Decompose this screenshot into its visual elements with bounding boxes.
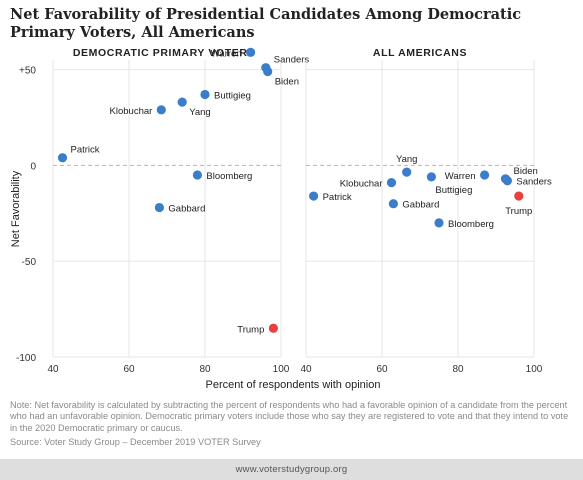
data-point-bloomberg [192,170,202,180]
x-tick-label: 40 [300,364,312,375]
x-tick-label: 80 [199,364,211,375]
data-point-patrick [309,191,319,201]
data-point-klobuchar [156,105,166,115]
data-label-buttigieg: Buttigieg [214,90,251,101]
data-point-yang [402,167,412,177]
y-tick-label: +50 [19,66,36,77]
data-point-sanders [502,176,512,186]
data-label-bloomberg: Bloomberg [206,171,252,182]
data-label-klobuchar: Klobuchar [110,106,153,117]
data-label-patrick: Patrick [71,145,100,156]
data-point-trump [268,323,278,333]
y-tick-label: -50 [22,257,37,268]
x-tick-label: 80 [452,364,464,375]
y-tick-label: 0 [30,161,36,172]
x-axis-label: Percent of respondents with opinion [206,379,381,391]
data-label-yang: Yang [189,107,210,118]
panel-title: DEMOCRATIC PRIMARY VOTERS [73,47,255,59]
data-point-yang [177,97,187,107]
x-tick-label: 100 [273,364,290,375]
scatter-chart: DEMOCRATIC PRIMARY VOTERS 40 60 80 100 +50 0 -5… [10,47,552,391]
data-point-trump [514,191,524,201]
data-label-buttigieg: Buttigieg [435,185,472,196]
data-label-trump: Trump [237,324,264,335]
chart-note: Note: Net favorability is calculated by … [10,400,569,433]
data-label-gabbard: Gabbard [168,204,205,215]
data-label-biden: Biden [275,76,299,87]
data-label-sanders: Sanders [274,55,310,66]
data-point-bloomberg [434,218,444,228]
x-tick-label: 60 [123,364,135,375]
footer-url[interactable]: www.voterstudygroup.org [0,459,583,480]
data-label-gabbard: Gabbard [402,200,439,211]
data-label-warren: Warren [445,171,476,182]
data-point-buttigieg [200,89,210,100]
data-point-biden [263,66,273,77]
x-tick-label: 40 [47,364,59,375]
data-label-warren: Warren [211,48,242,59]
x-tick-label: 60 [376,364,388,375]
data-point-gabbard [154,202,164,213]
data-label-biden: Biden [514,166,538,177]
x-tick-label: 100 [526,364,543,375]
data-point-warren [480,170,490,180]
y-axis-label: Net Favorability [10,170,22,247]
data-label-klobuchar: Klobuchar [340,179,383,190]
data-label-yang: Yang [396,154,417,165]
data-label-trump: Trump [505,206,532,217]
data-label-sanders: Sanders [516,177,552,188]
chart-source: Source: Voter Study Group – December 201… [10,437,261,447]
data-point-patrick [57,153,68,163]
data-point-warren [246,47,256,57]
data-point-klobuchar [386,178,397,188]
data-label-patrick: Patrick [323,192,352,203]
data-point-buttigieg [426,172,436,182]
chart-title: Net Favorability of Presidential Candida… [10,6,522,41]
panel-title: ALL AMERICANS [373,47,467,59]
data-point-gabbard [388,199,398,209]
y-tick-label: -100 [16,353,36,364]
data-label-bloomberg: Bloomberg [448,219,494,230]
